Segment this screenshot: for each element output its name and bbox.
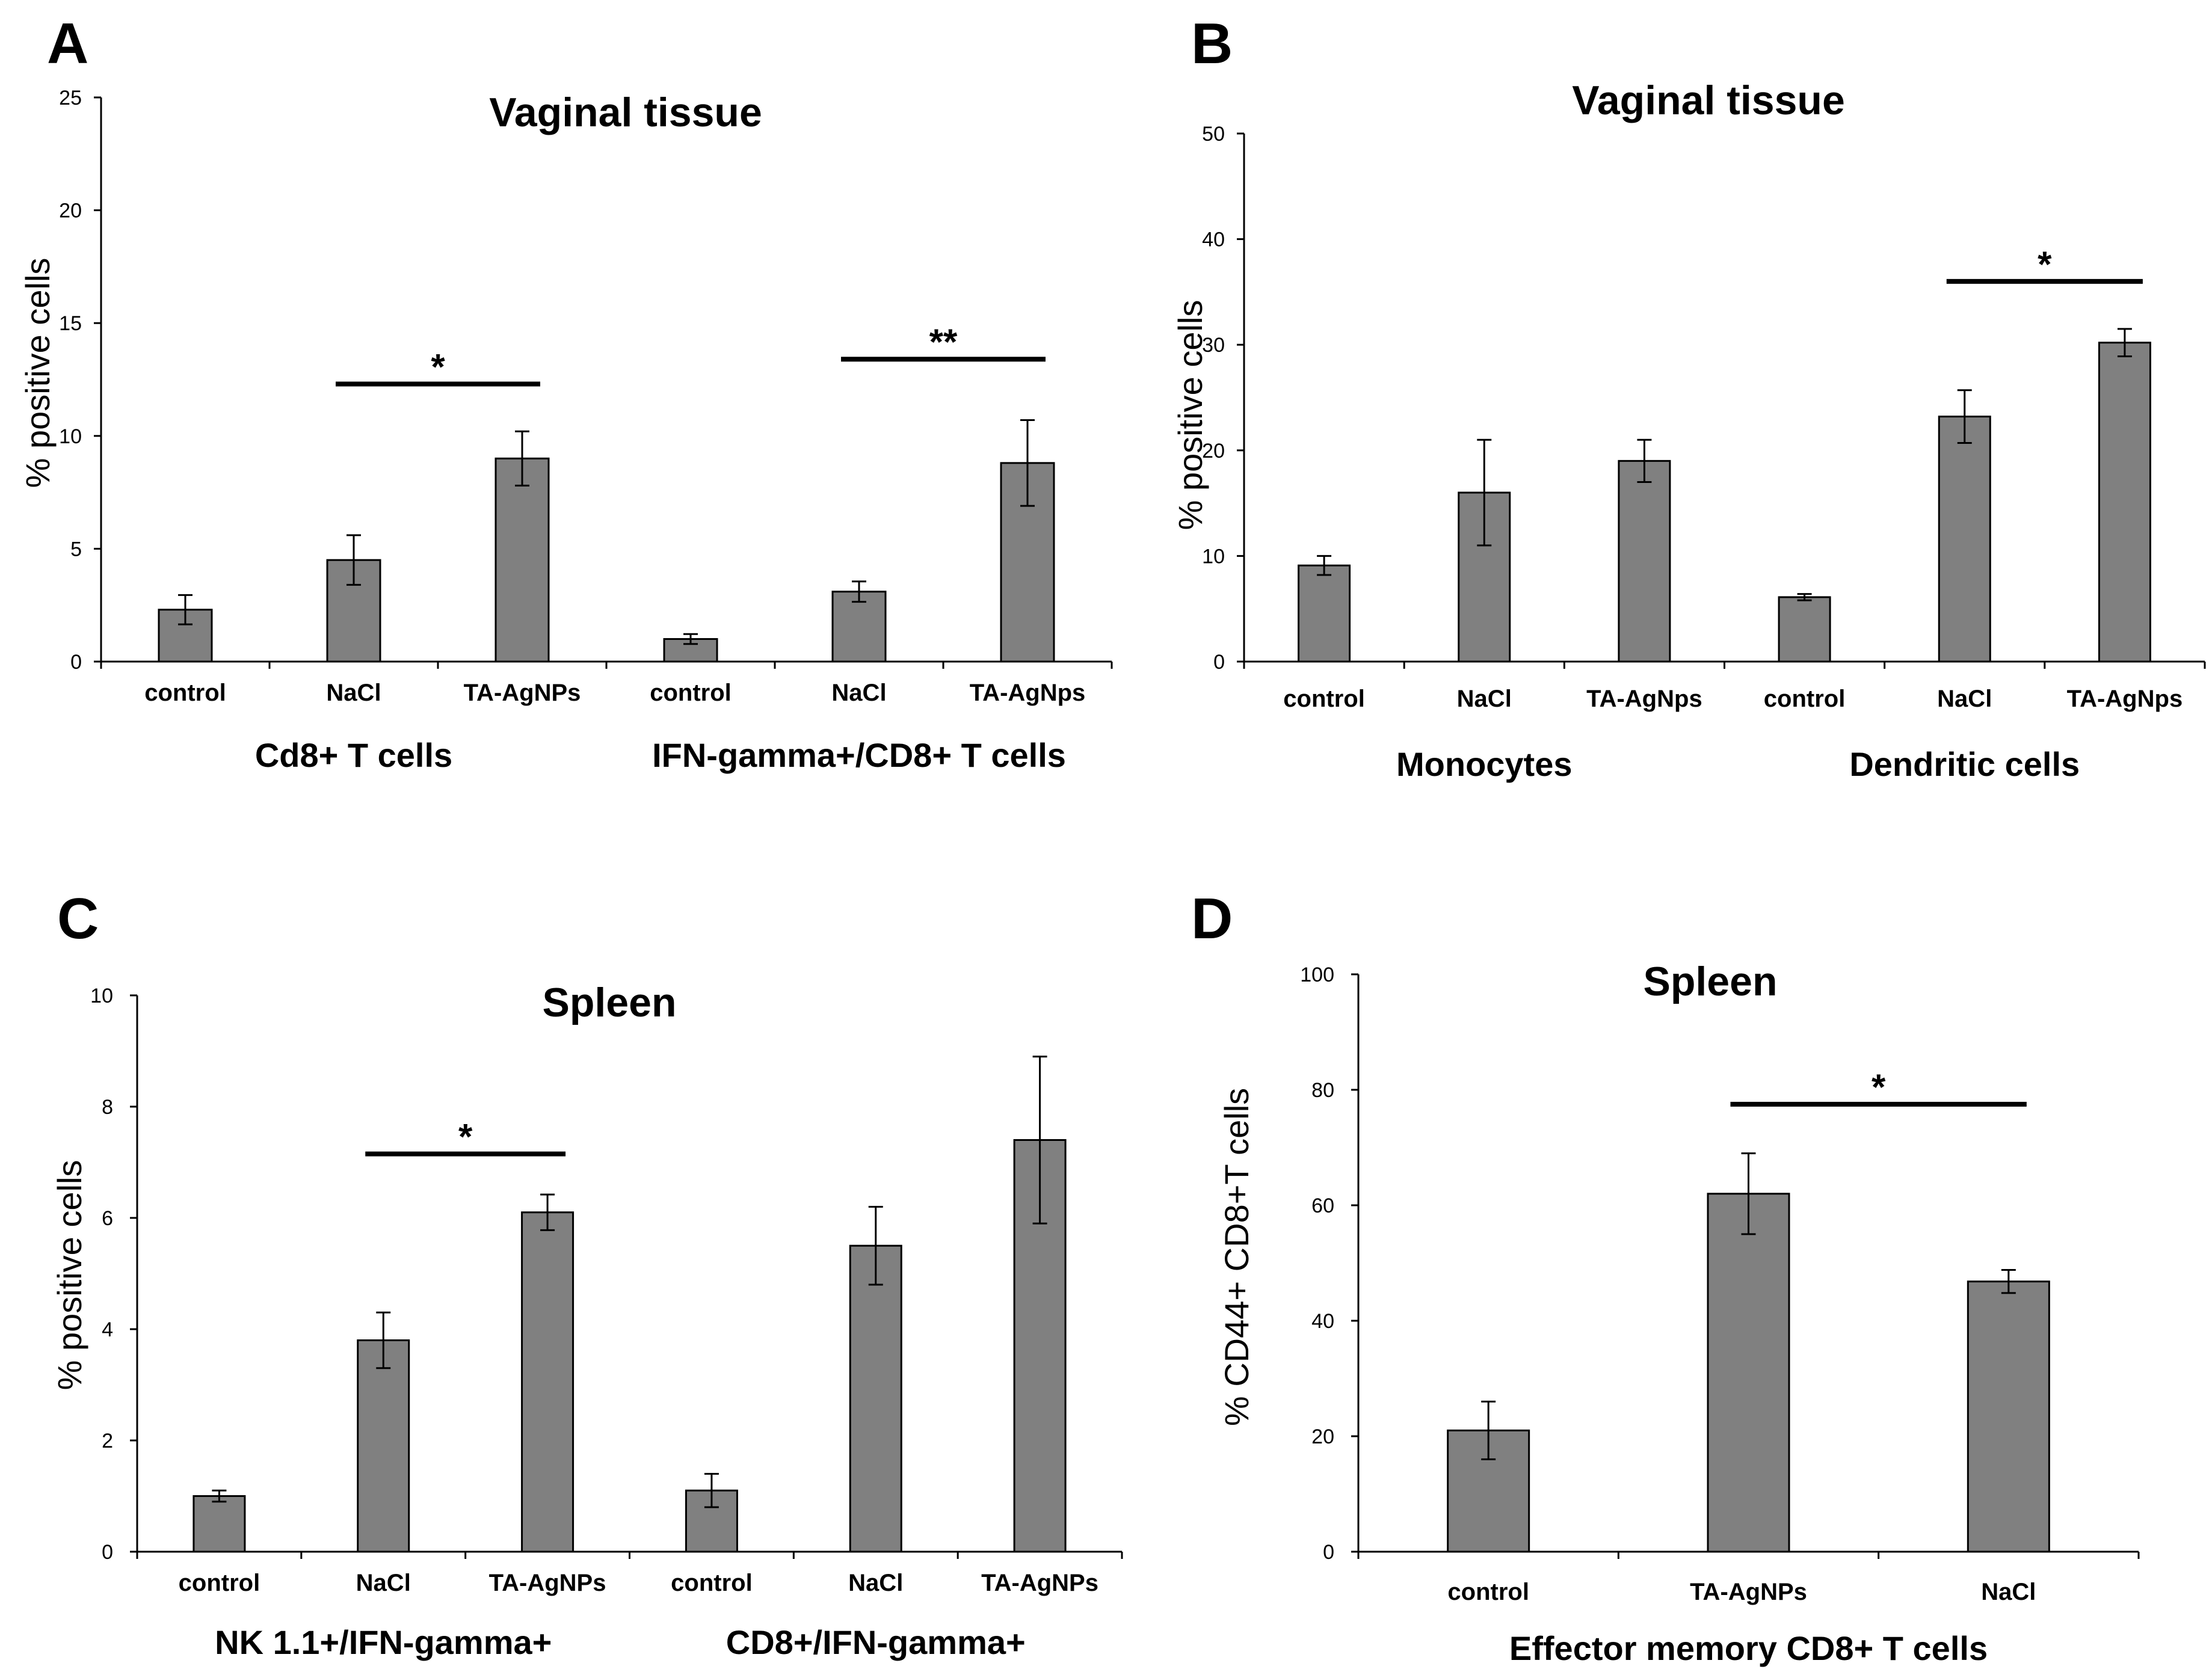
y-tick-label: 0	[1213, 651, 1225, 674]
group-label: Dendritic cells	[1849, 745, 2080, 783]
group-label: NK 1.1+/IFN-gamma+	[215, 1623, 552, 1661]
y-tick-label: 20	[1311, 1425, 1334, 1448]
y-tick-label: 40	[1202, 229, 1225, 251]
panel-letter: C	[57, 887, 99, 951]
category-label: TA-AgNPs	[1690, 1579, 1807, 1605]
y-tick-label: 0	[1323, 1541, 1334, 1564]
y-tick-label: 25	[59, 87, 82, 109]
y-tick-label: 50	[1202, 123, 1225, 146]
y-tick-label: 100	[1300, 963, 1334, 986]
significance-marker: **	[929, 322, 958, 362]
panel-letter: A	[47, 11, 88, 76]
bar	[1618, 459, 1671, 663]
chart-title: Spleen	[1644, 959, 1778, 1004]
chart-title: Spleen	[543, 980, 677, 1025]
category-label: NaCl	[831, 680, 886, 706]
category-label: TA-AgNPs	[981, 1570, 1098, 1596]
significance-marker: *	[431, 347, 445, 387]
category-label: TA-AgNps	[970, 680, 1086, 706]
y-axis-label: % positive cells	[1171, 300, 1209, 530]
y-tick-label: 2	[102, 1430, 113, 1452]
y-tick-label: 60	[1311, 1194, 1334, 1217]
y-tick-label: 10	[90, 985, 113, 1007]
bar	[831, 591, 887, 663]
group-label: Cd8+ T cells	[255, 736, 452, 774]
y-axis-label: % positive cells	[19, 258, 57, 488]
y-axis-label: % positive cells	[51, 1160, 88, 1391]
category-label: control	[1764, 686, 1846, 712]
chart-title: Vaginal tissue	[489, 90, 762, 135]
bar	[849, 1244, 902, 1553]
y-tick-label: 10	[59, 425, 82, 448]
category-label: TA-AgNPs	[489, 1570, 606, 1596]
panel-a: A Vaginal tissue % positive cells 0 5 10 15 20 2…	[19, 11, 1113, 774]
y-tick-label: 30	[1202, 334, 1225, 357]
category-label: NaCl	[326, 680, 381, 706]
group-label: Effector memory CD8+ T cells	[1509, 1629, 1988, 1667]
y-tick-label: 20	[59, 200, 82, 223]
significance-marker: *	[458, 1117, 473, 1157]
category-label: TA-AgNps	[1586, 686, 1702, 712]
panel-letter: B	[1191, 11, 1233, 76]
y-tick-label: 15	[59, 312, 82, 335]
bar	[1707, 1193, 1790, 1553]
category-label: control	[144, 680, 226, 706]
category-label: TA-AgNPs	[464, 680, 581, 706]
chart-title: Vaginal tissue	[1572, 78, 1845, 123]
bar	[1938, 416, 1991, 663]
bar	[1298, 564, 1351, 663]
category-label: NaCl	[848, 1570, 903, 1596]
bar	[193, 1495, 246, 1553]
bar	[494, 457, 550, 663]
category-label: control	[1447, 1579, 1529, 1605]
bar	[2098, 342, 2151, 663]
y-tick-label: 10	[1202, 545, 1225, 568]
panel-d: D Spleen % CD44+ CD8+T cells 0 20 40 60 80 100 co…	[1191, 887, 2140, 1667]
y-tick-label: 0	[70, 651, 82, 674]
bar	[357, 1339, 410, 1553]
category-label: control	[671, 1570, 753, 1596]
group-label: CD8+/IFN-gamma+	[726, 1623, 1026, 1661]
category-label: NaCl	[1937, 686, 1992, 712]
y-tick-label: 20	[1202, 440, 1225, 463]
significance-marker: *	[1872, 1067, 1886, 1107]
significance-marker: *	[2038, 244, 2052, 284]
y-axis-label: % CD44+ CD8+T cells	[1218, 1088, 1255, 1426]
bar	[1967, 1280, 2050, 1553]
y-tick-label: 80	[1311, 1079, 1334, 1102]
panel-letter: D	[1191, 887, 1233, 951]
panel-b: B Vaginal tissue % positive cells 0 10 20 30 40…	[1171, 11, 2206, 783]
y-tick-label: 4	[102, 1318, 113, 1341]
y-tick-label: 5	[70, 538, 82, 561]
bar	[521, 1211, 575, 1553]
bar	[1778, 596, 1831, 663]
y-tick-label: 8	[102, 1096, 113, 1119]
category-label: control	[179, 1570, 260, 1596]
category-label: NaCl	[356, 1570, 411, 1596]
category-label: TA-AgNps	[2067, 686, 2183, 712]
y-tick-label: 40	[1311, 1310, 1334, 1333]
y-tick-label: 0	[102, 1541, 113, 1564]
category-label: NaCl	[1981, 1579, 2036, 1605]
category-label: control	[650, 680, 732, 706]
y-tick-label: 6	[102, 1207, 113, 1230]
category-label: NaCl	[1457, 686, 1512, 712]
group-label: IFN-gamma+/CD8+ T cells	[652, 736, 1066, 774]
panel-c: C Spleen % positive cells 0 2 4 6 8 10 control NaC…	[51, 887, 1123, 1661]
category-label: control	[1283, 686, 1365, 712]
group-label: Monocytes	[1396, 745, 1573, 783]
